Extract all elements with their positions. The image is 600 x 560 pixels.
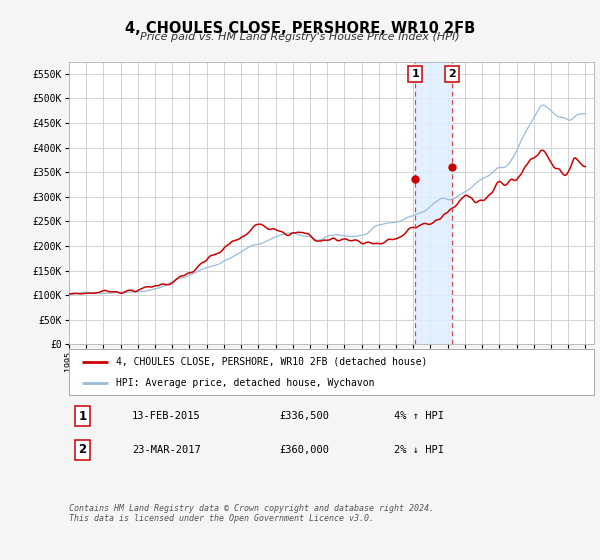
Text: 2: 2 xyxy=(448,69,455,80)
Text: HPI: Average price, detached house, Wychavon: HPI: Average price, detached house, Wych… xyxy=(116,379,375,388)
Text: 23-MAR-2017: 23-MAR-2017 xyxy=(132,445,201,455)
Text: 2: 2 xyxy=(79,443,87,456)
Text: 2% ↓ HPI: 2% ↓ HPI xyxy=(395,445,445,455)
Text: £336,500: £336,500 xyxy=(279,411,329,421)
Text: 1: 1 xyxy=(411,69,419,80)
Text: 4, CHOULES CLOSE, PERSHORE, WR10 2FB: 4, CHOULES CLOSE, PERSHORE, WR10 2FB xyxy=(125,21,475,36)
Bar xyxy=(415,62,452,344)
Text: £360,000: £360,000 xyxy=(279,445,329,455)
Text: 4, CHOULES CLOSE, PERSHORE, WR10 2FB (detached house): 4, CHOULES CLOSE, PERSHORE, WR10 2FB (de… xyxy=(116,357,428,367)
Text: 1: 1 xyxy=(79,409,87,423)
Text: 4% ↑ HPI: 4% ↑ HPI xyxy=(395,411,445,421)
Text: Price paid vs. HM Land Registry's House Price Index (HPI): Price paid vs. HM Land Registry's House … xyxy=(140,32,460,43)
Text: 13-FEB-2015: 13-FEB-2015 xyxy=(132,411,201,421)
Text: Contains HM Land Registry data © Crown copyright and database right 2024.
This d: Contains HM Land Registry data © Crown c… xyxy=(69,504,434,524)
